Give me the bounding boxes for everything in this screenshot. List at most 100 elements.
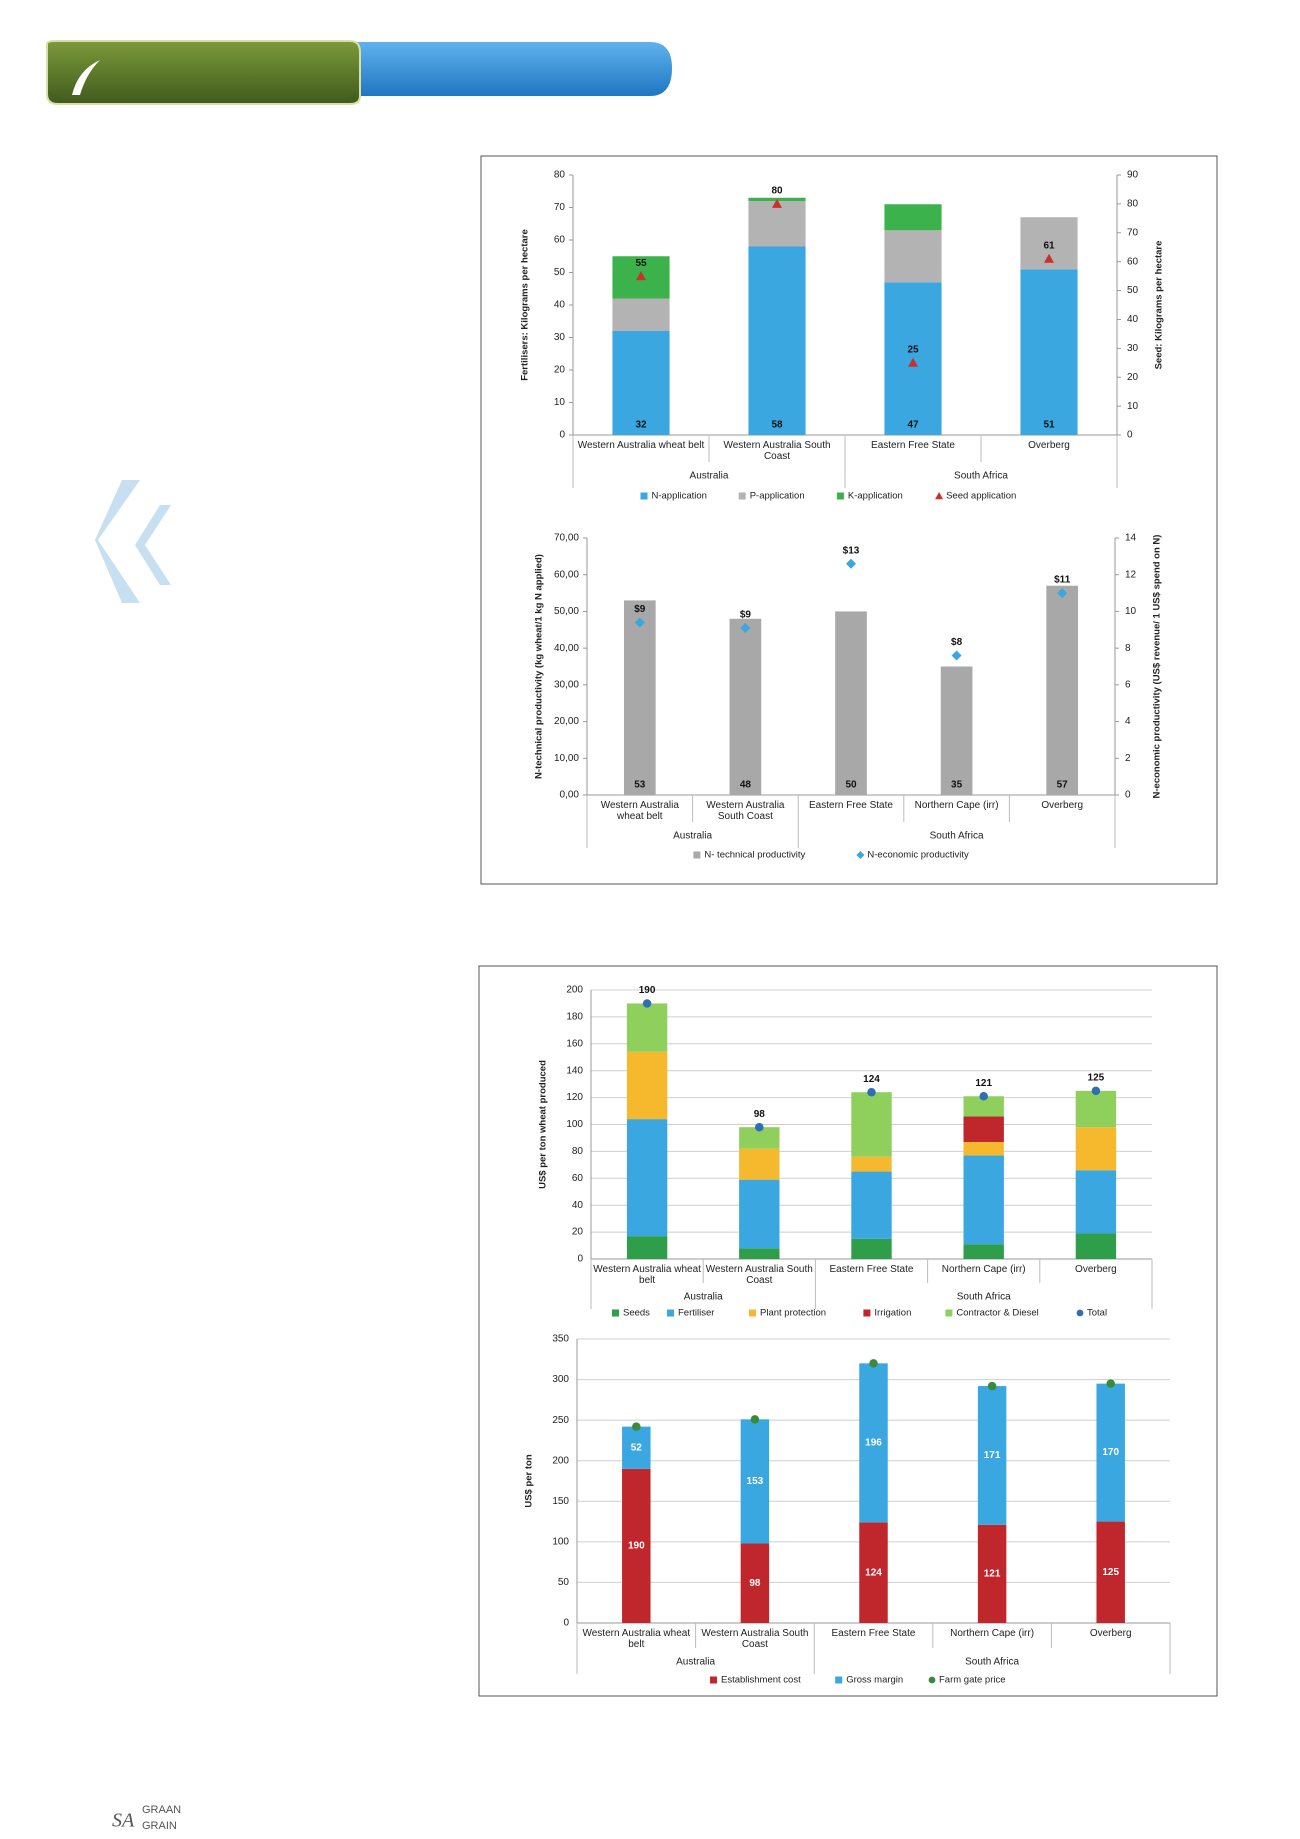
group-label: South Africa [965, 1657, 1019, 1668]
y2-tick-label: 6 [1125, 679, 1131, 690]
bar-segment [729, 618, 762, 795]
group-label: Australia [684, 1292, 723, 1303]
bar-segment [612, 331, 670, 435]
y-tick-label: 100 [566, 1119, 583, 1130]
y-axis-title: Fertilisers: Kilograms per hectare [520, 229, 531, 381]
category-label-box: Western Australia South Coast [723, 440, 830, 462]
bar-segment [884, 230, 942, 283]
quote-mark [95, 480, 171, 603]
y2-tick-label: 30 [1127, 343, 1139, 354]
marker [1057, 588, 1068, 599]
y2-axis-title: Seed: Kilograms per hectare [1154, 241, 1165, 370]
y-tick-label: 70,00 [554, 533, 579, 544]
legend-label: K-application [848, 491, 903, 502]
legend-swatch [667, 1309, 674, 1317]
y-tick-label: 160 [566, 1038, 583, 1049]
category-label-box: Western Australia wheat belt [593, 1264, 701, 1286]
category-label-box: Western Australia South Coast [705, 1264, 813, 1286]
legend-swatch [835, 1676, 843, 1684]
bar-segment [623, 600, 656, 795]
y-tick-label: 60,00 [554, 569, 579, 580]
y-axis-title: US$ per ton wheat produced [538, 1060, 549, 1189]
category-label: Eastern Free State [809, 800, 893, 811]
y-tick-label: 100 [552, 1536, 569, 1547]
y-tick-label: 200 [552, 1455, 569, 1466]
bar-segment [626, 1119, 668, 1237]
data-label: 190 [639, 985, 656, 996]
header-banner [46, 40, 672, 105]
group-label: South Africa [930, 831, 984, 842]
header-leaf-icon [72, 60, 100, 95]
bar-segment [940, 666, 973, 795]
marker [979, 1092, 988, 1101]
y-tick-label: 350 [552, 1334, 569, 1345]
category-label: Eastern Free State [871, 440, 955, 451]
bar-segment [1096, 1383, 1125, 1522]
y-tick-label: 50,00 [554, 606, 579, 617]
data-label: 52 [631, 1442, 643, 1453]
y2-tick-label: 90 [1127, 170, 1139, 181]
marker [740, 622, 751, 633]
y2-tick-label: 10 [1125, 606, 1137, 617]
category-label-box: Western Australia South Coast [701, 1628, 808, 1650]
y2-tick-label: 60 [1127, 256, 1139, 267]
bar-segment [851, 1092, 892, 1157]
data-label: 57 [1057, 780, 1069, 791]
category-label: Western Australia South Coast [705, 1264, 813, 1286]
bar-segment [626, 1003, 668, 1052]
bar-segment [963, 1116, 1004, 1142]
legend-label: N- technical productivity [704, 850, 805, 861]
y2-tick-label: 0 [1125, 790, 1131, 801]
logo-text: SA [112, 1810, 135, 1832]
y-tick-label: 20 [572, 1227, 584, 1238]
category-label-box: Overberg [1075, 1264, 1117, 1275]
bar-segment [1020, 269, 1078, 435]
marker [846, 558, 856, 569]
footer-logo: GRAAN SA GRAIN [112, 1804, 181, 1832]
marker [908, 357, 918, 367]
data-label: 170 [1102, 1447, 1119, 1458]
bar-segment [740, 1543, 770, 1623]
category-label: Northern Cape (irr) [941, 1264, 1026, 1275]
y-tick-label: 20 [554, 365, 566, 376]
category-label: Overberg [1041, 800, 1084, 811]
marker [1044, 253, 1054, 263]
y-tick-label: 70 [554, 202, 566, 213]
legend-label: Farm gate price [939, 1675, 1006, 1686]
y-tick-label: 60 [554, 235, 566, 246]
bar-segment [963, 1141, 1004, 1156]
group-label: Australia [676, 1657, 715, 1668]
data-label: 61 [1043, 240, 1055, 251]
bar-segment [859, 1522, 888, 1623]
bar-segment [963, 1244, 1004, 1259]
marker [867, 1087, 876, 1097]
bar-segment [626, 1051, 668, 1120]
legend-label: Total [1087, 1308, 1107, 1319]
legend-swatch [749, 1309, 756, 1317]
category-label-box: Northern Cape (irr) [941, 1264, 1026, 1275]
data-label: $13 [843, 545, 860, 556]
data-label: 121 [984, 1569, 1001, 1580]
category-label: Northern Cape (irr) [914, 800, 999, 811]
y-tick-label: 50 [554, 267, 566, 278]
legend-swatch [738, 492, 746, 500]
category-label-box: Western Australia South Coast [706, 800, 784, 822]
legend-marker [928, 1676, 936, 1684]
legend-swatch [836, 492, 844, 500]
bar-segment [977, 1524, 1007, 1623]
data-label: 48 [740, 780, 752, 791]
data-label: 35 [951, 780, 963, 791]
category-label: Western Australia wheat belt [593, 1264, 701, 1286]
bar-segment [851, 1156, 892, 1172]
bar-segment [739, 1179, 780, 1249]
bar-segment [739, 1148, 780, 1180]
bar-segment [884, 204, 942, 231]
category-label: Western Australia wheat belt [577, 440, 705, 451]
y-tick-label: 250 [552, 1415, 569, 1426]
y2-tick-label: 12 [1125, 569, 1137, 580]
y2-tick-label: 40 [1127, 314, 1139, 325]
category-label-box: Eastern Free State [809, 800, 893, 811]
y2-tick-label: 0 [1127, 430, 1133, 441]
legend-label: Gross margin [846, 1675, 903, 1686]
legend-swatch [612, 1309, 619, 1317]
